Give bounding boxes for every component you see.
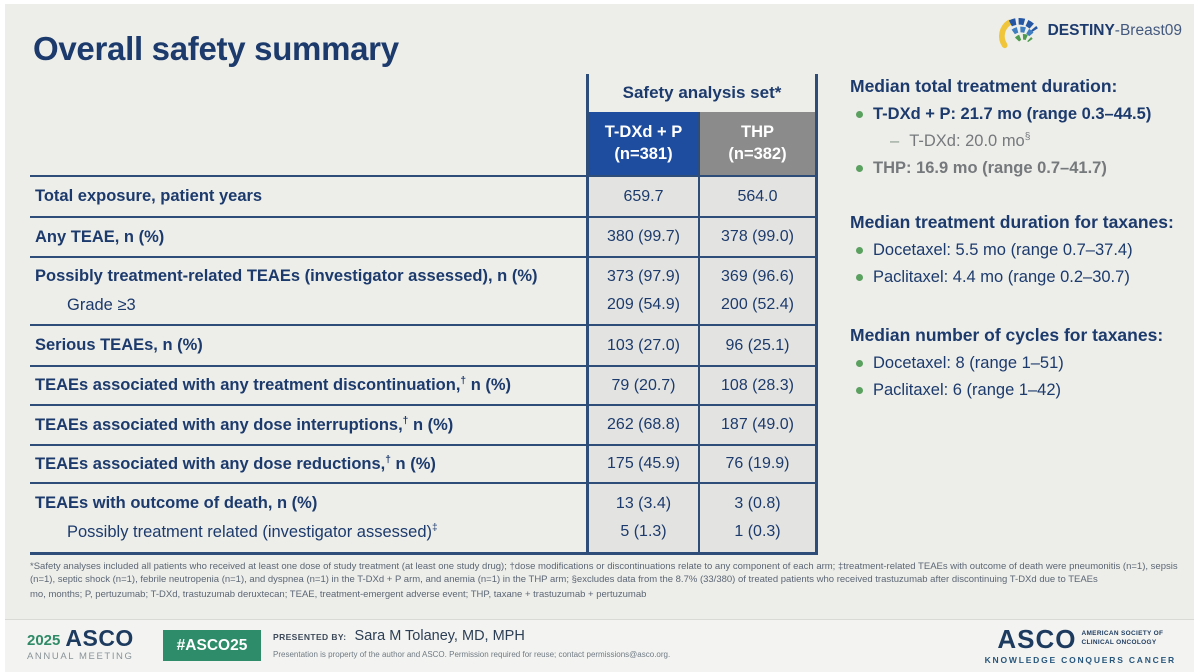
table-row: TEAEs associated with any treatment disc… (30, 365, 818, 404)
slide-title: Overall safety summary (33, 30, 399, 67)
presented-by: PRESENTED BY: Sara M Tolaney, MD, MPH Pr… (273, 628, 670, 659)
footnote-text: *Safety analyses included all patients w… (30, 561, 1178, 586)
slide-canvas: Overall safety summary DESTINY-Breast09 … (5, 4, 1194, 672)
value-cell: 108 (28.3) (700, 367, 818, 404)
value-cell: 564.0 (700, 177, 818, 216)
panel-item: Paclitaxel: 6 (range 1–42) (850, 381, 1200, 400)
column-header-tdxd-p: T-DXd + P (n=381) (586, 112, 700, 175)
column-header-spacer (30, 112, 586, 175)
row-label: TEAEs associated with any dose reduction… (35, 454, 436, 473)
table-row: Total exposure, patient years 659.7 564.… (30, 175, 818, 216)
footer: 2025 ASCO ANNUAL MEETING #ASCO25 PRESENT… (5, 619, 1194, 672)
table-row: TEAEs associated with any dose reduction… (30, 444, 818, 482)
table-column-headers: T-DXd + P (n=381) THP (n=382) (30, 112, 818, 175)
panel-section-title: Median treatment duration for taxanes: (850, 212, 1174, 232)
table-row: Possibly treatment-related TEAEs (invest… (30, 256, 818, 324)
right-panel: Median total treatment duration: T-DXd +… (850, 76, 1200, 408)
value-cell: 175 (45.9) (586, 446, 700, 482)
row-label: Any TEAE, n (%) (35, 227, 165, 246)
row-label: Possibly treatment-related TEAEs (invest… (35, 267, 538, 314)
value-cell: 378 (99.0) (700, 218, 818, 256)
footnotes: *Safety analyses included all patients w… (30, 560, 1180, 601)
value-cell: 96 (25.1) (700, 326, 818, 365)
value-cell: 187 (49.0) (700, 406, 818, 444)
bullet-icon (856, 360, 863, 367)
panel-section-title: Median total treatment duration: (850, 76, 1118, 96)
row-label: TEAEs associated with any dose interrupt… (35, 415, 454, 434)
study-logo: DESTINY-Breast09 (995, 12, 1182, 50)
asco-society-text: AMERICAN SOCIETY OF CLINICAL ONCOLOGY (1081, 630, 1164, 646)
panel-item: Docetaxel: 5.5 mo (range 0.7–37.4) (850, 241, 1200, 260)
value-cell: 13 (3.4) 5 (1.3) (586, 484, 700, 552)
value-cell: 262 (68.8) (586, 406, 700, 444)
value-cell: 79 (20.7) (586, 367, 700, 404)
bullet-icon (856, 111, 863, 118)
value-cell: 3 (0.8) 1 (0.3) (700, 484, 818, 552)
study-logo-text: DESTINY-Breast09 (1047, 22, 1182, 39)
column-header-thp: THP (n=382) (700, 112, 818, 175)
asco-logo: ASCO AMERICAN SOCIETY OF CLINICAL ONCOLO… (984, 624, 1176, 665)
spacer (850, 295, 1200, 325)
row-label: TEAEs associated with any treatment disc… (35, 375, 512, 395)
dash-icon: – (890, 132, 900, 150)
disclaimer: Presentation is property of the author a… (273, 650, 671, 659)
panel-item: THP: 16.9 mo (range 0.7–41.7) (850, 159, 1200, 178)
bullet-icon (856, 387, 863, 394)
value-cell: 373 (97.9) 209 (54.9) (586, 258, 700, 324)
panel-section-title: Median number of cycles for taxanes: (850, 325, 1164, 345)
panel-item: Paclitaxel: 4.4 mo (range 0.2–30.7) (850, 268, 1200, 287)
destiny-arc-icon (998, 18, 1038, 49)
presenter-name: Sara M Tolaney, MD, MPH (354, 628, 525, 644)
value-cell: 76 (19.9) (700, 446, 818, 482)
asco-meeting-logo: 2025 ASCO ANNUAL MEETING (27, 625, 134, 662)
bullet-icon (856, 165, 863, 172)
table-span-header: Safety analysis set* (586, 74, 818, 112)
panel-subitem: – T-DXd: 20.0 mo§ (890, 131, 1031, 150)
hashtag-badge: #ASCO25 (163, 630, 261, 661)
value-cell: 659.7 (586, 177, 700, 216)
spacer (850, 186, 1200, 212)
panel-item: Docetaxel: 8 (range 1–51) (850, 354, 1200, 373)
table-row: Serious TEAEs, n (%) 103 (27.0) 96 (25.1… (30, 324, 818, 365)
abbreviations-text: mo, months; P, pertuzumab; T-DXd, trastu… (30, 588, 647, 600)
bullet-icon (856, 274, 863, 281)
row-label: TEAEs with outcome of death, n (%) Possi… (35, 494, 438, 541)
table-row: TEAEs associated with any dose interrupt… (30, 404, 818, 444)
table-row: TEAEs with outcome of death, n (%) Possi… (30, 482, 818, 555)
value-cell: 103 (27.0) (586, 326, 700, 365)
row-label: Serious TEAEs, n (%) (35, 336, 203, 355)
value-cell: 369 (96.6) 200 (52.4) (700, 258, 818, 324)
table-row: Any TEAE, n (%) 380 (99.7) 378 (99.0) (30, 216, 818, 256)
bullet-icon (856, 247, 863, 254)
row-label: Total exposure, patient years (35, 187, 263, 206)
panel-item: T-DXd + P: 21.7 mo (range 0.3–44.5) (850, 105, 1200, 124)
asco-tagline: KNOWLEDGE CONQUERS CANCER (984, 655, 1176, 665)
table-body: Total exposure, patient years 659.7 564.… (30, 175, 818, 555)
value-cell: 380 (99.7) (586, 218, 700, 256)
presented-by-label: PRESENTED BY: (273, 632, 347, 642)
